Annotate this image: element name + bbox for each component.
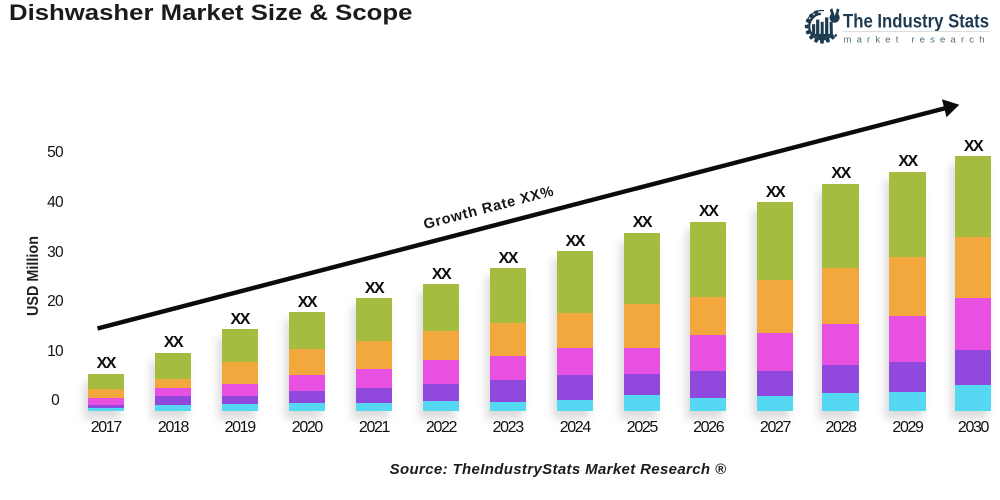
svg-text:market research: market research [844, 35, 985, 46]
svg-text:The Industry Stats: The Industry Stats [843, 12, 989, 33]
